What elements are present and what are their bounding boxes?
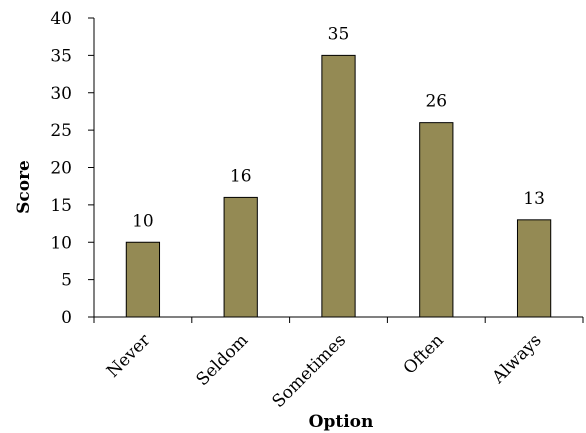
y-tick-label: 10 <box>50 233 72 253</box>
y-axis-title: Score <box>14 160 34 214</box>
bar-always <box>516 219 552 318</box>
x-tick-label: Sometimes <box>269 330 350 411</box>
x-axis-title: Option <box>309 412 374 432</box>
y-tick-label: 35 <box>50 46 72 66</box>
data-label: 13 <box>523 189 545 209</box>
data-label: 35 <box>328 24 350 44</box>
y-tick-label: 25 <box>50 121 72 141</box>
x-tick-label: Seldom <box>193 330 253 390</box>
y-tick-label: 0 <box>61 308 72 328</box>
y-axis: 0 5 10 15 20 25 30 35 40 <box>50 9 95 328</box>
y-tick-label: 30 <box>50 84 72 104</box>
data-label: 10 <box>132 211 154 231</box>
x-tick-label: Never <box>103 330 155 382</box>
data-labels: 10 16 35 26 13 <box>132 24 545 231</box>
bar-seldom <box>223 196 258 318</box>
y-tick-label: 15 <box>50 196 72 216</box>
data-label: 16 <box>230 166 252 186</box>
x-tick-label: Often <box>400 330 448 378</box>
bar-often <box>419 122 454 318</box>
x-tick-label: Always <box>488 330 546 388</box>
bars <box>125 54 552 318</box>
y-tick-label: 5 <box>61 271 72 291</box>
bar-never <box>125 241 161 318</box>
bar-sometimes <box>321 54 356 318</box>
y-tick-label: 20 <box>50 159 72 179</box>
y-tick-label: 40 <box>50 9 72 29</box>
data-label: 26 <box>425 92 447 112</box>
x-axis: Never Seldom Sometimes Often Always <box>93 316 584 412</box>
